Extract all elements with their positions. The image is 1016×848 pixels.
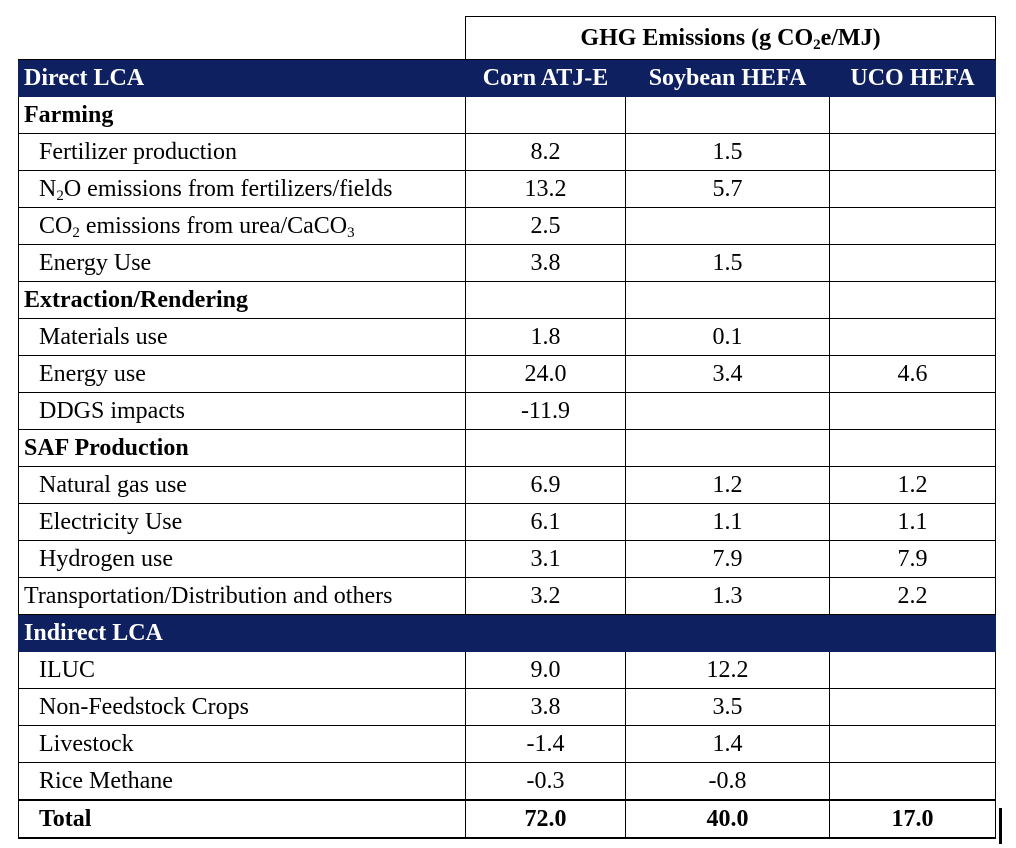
cell-value: 9.0 — [465, 651, 626, 689]
cell-value: 0.1 — [625, 318, 830, 356]
total-value: 17.0 — [829, 799, 996, 839]
table-row: Energy Use 3.8 1.5 — [18, 244, 996, 282]
table-row: Non-Feedstock Crops 3.8 3.5 — [18, 688, 996, 726]
row-label: Energy Use — [18, 244, 466, 282]
cell-value: 1.4 — [625, 725, 830, 763]
cell-value: 5.7 — [625, 170, 830, 208]
cell-value: 2.2 — [829, 577, 996, 615]
row-label: Livestock — [18, 725, 466, 763]
row-label: DDGS impacts — [18, 392, 466, 430]
total-value: 72.0 — [465, 799, 626, 839]
cell-value: 3.8 — [465, 688, 626, 726]
row-label: Natural gas use — [18, 466, 466, 504]
cell-value: 3.4 — [625, 355, 830, 393]
table-row: Fertilizer production 8.2 1.5 — [18, 133, 996, 171]
cell-value: 7.9 — [829, 540, 996, 578]
table-title-row: GHG Emissions (g CO2e/MJ) — [18, 16, 996, 60]
edge-border-mark — [999, 808, 1002, 844]
row-label: Fertilizer production — [18, 133, 466, 171]
cell-value — [829, 133, 996, 171]
cell-value: 4.6 — [829, 355, 996, 393]
column-header-corn: Corn ATJ-E — [465, 59, 626, 97]
table-row: Materials use 1.8 0.1 — [18, 318, 996, 356]
cell-value — [829, 651, 996, 689]
cell-value — [829, 318, 996, 356]
cell-value — [829, 688, 996, 726]
row-label: CO2 emissions from urea/CaCO3 — [18, 207, 466, 245]
cell-value: 8.2 — [465, 133, 626, 171]
table-row: Rice Methane -0.3 -0.8 — [18, 762, 996, 801]
table-row: Livestock -1.4 1.4 — [18, 725, 996, 763]
row-label: Rice Methane — [18, 762, 466, 801]
cell-value: 6.1 — [465, 503, 626, 541]
cell-value — [829, 762, 996, 801]
row-label: N2O emissions from fertilizers/fields — [18, 170, 466, 208]
cell-value: 1.2 — [625, 466, 830, 504]
table-row: N2O emissions from fertilizers/fields 13… — [18, 170, 996, 208]
column-header-soybean: Soybean HEFA — [625, 59, 830, 97]
cell-value: 3.8 — [465, 244, 626, 282]
cell-value — [829, 244, 996, 282]
ghg-emissions-table: GHG Emissions (g CO2e/MJ) Direct LCA Cor… — [18, 16, 996, 839]
table-row: CO2 emissions from urea/CaCO3 2.5 — [18, 207, 996, 245]
cell-value: 2.5 — [465, 207, 626, 245]
total-value: 40.0 — [625, 799, 830, 839]
indirect-lca-header-row: Indirect LCA — [18, 614, 996, 652]
cell-value: 7.9 — [625, 540, 830, 578]
table-row: Electricity Use 6.1 1.1 1.1 — [18, 503, 996, 541]
direct-lca-header: Direct LCA — [18, 59, 466, 97]
section-label: Farming — [18, 96, 466, 134]
cell-value — [625, 392, 830, 430]
column-header-uco: UCO HEFA — [829, 59, 996, 97]
cell-value: 6.9 — [465, 466, 626, 504]
section-label: SAF Production — [18, 429, 466, 467]
section-row-saf-production: SAF Production — [18, 429, 996, 467]
total-row: Total 72.0 40.0 17.0 — [18, 799, 996, 839]
direct-lca-header-row: Direct LCA Corn ATJ-E Soybean HEFA UCO H… — [18, 59, 996, 97]
cell-value: 24.0 — [465, 355, 626, 393]
cell-value: -0.3 — [465, 762, 626, 801]
cell-value: 1.1 — [829, 503, 996, 541]
cell-value: 1.3 — [625, 577, 830, 615]
cell-value: 1.5 — [625, 133, 830, 171]
cell-value: 1.5 — [625, 244, 830, 282]
table-row: Hydrogen use 3.1 7.9 7.9 — [18, 540, 996, 578]
cell-value — [829, 170, 996, 208]
cell-value: -11.9 — [465, 392, 626, 430]
cell-value: 3.2 — [465, 577, 626, 615]
row-label: Energy use — [18, 355, 466, 393]
cell-value: 3.5 — [625, 688, 830, 726]
cell-value — [829, 207, 996, 245]
cell-value — [829, 392, 996, 430]
cell-value: 12.2 — [625, 651, 830, 689]
section-row-farming: Farming — [18, 96, 996, 134]
total-label: Total — [18, 799, 466, 839]
row-label: Transportation/Distribution and others — [18, 577, 466, 615]
section-label: Extraction/Rendering — [18, 281, 466, 319]
cell-value: 1.8 — [465, 318, 626, 356]
row-label: Materials use — [18, 318, 466, 356]
cell-value: 1.2 — [829, 466, 996, 504]
cell-value: 3.1 — [465, 540, 626, 578]
table-title: GHG Emissions (g CO2e/MJ) — [465, 16, 996, 60]
cell-value: -0.8 — [625, 762, 830, 801]
table-row: Transportation/Distribution and others 3… — [18, 577, 996, 615]
table-row: DDGS impacts -11.9 — [18, 392, 996, 430]
cell-value — [625, 207, 830, 245]
cell-value: -1.4 — [465, 725, 626, 763]
row-label: Non-Feedstock Crops — [18, 688, 466, 726]
cell-value: 1.1 — [625, 503, 830, 541]
empty-corner-cell — [18, 16, 466, 60]
row-label: Hydrogen use — [18, 540, 466, 578]
cell-value — [829, 725, 996, 763]
table-row: Energy use 24.0 3.4 4.6 — [18, 355, 996, 393]
table-row: ILUC 9.0 12.2 — [18, 651, 996, 689]
row-label: Electricity Use — [18, 503, 466, 541]
row-label: ILUC — [18, 651, 466, 689]
table-row: Natural gas use 6.9 1.2 1.2 — [18, 466, 996, 504]
indirect-lca-header: Indirect LCA — [18, 614, 466, 652]
cell-value: 13.2 — [465, 170, 626, 208]
section-row-extraction: Extraction/Rendering — [18, 281, 996, 319]
